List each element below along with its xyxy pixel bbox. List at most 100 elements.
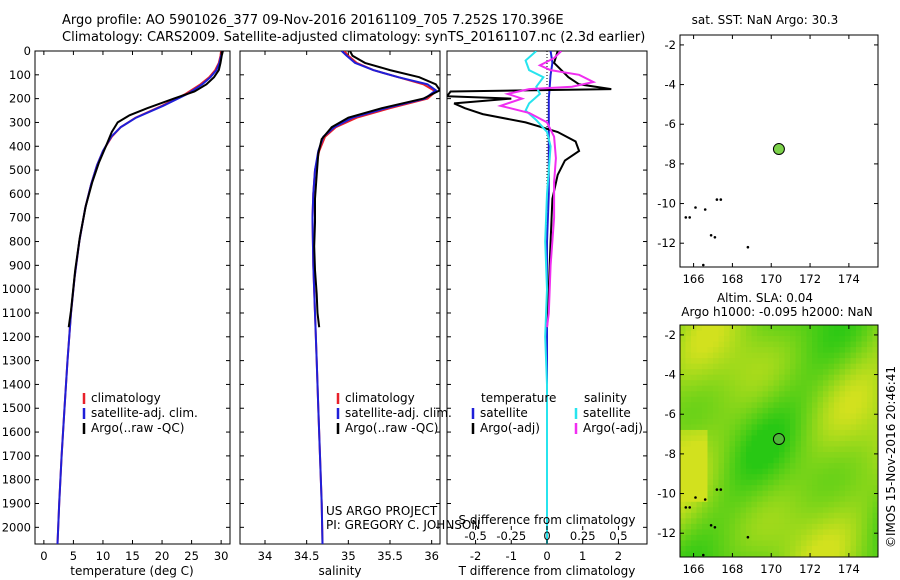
heatmap-cell (746, 374, 753, 381)
heatmap-cell (685, 325, 692, 332)
island-mark (703, 498, 707, 501)
heatmap-cell (856, 363, 863, 370)
heatmap-cell (713, 501, 720, 508)
heatmap-cell (806, 424, 813, 431)
heatmap-cell (718, 391, 725, 398)
heatmap-cell (795, 507, 802, 514)
heatmap-cell (685, 457, 692, 464)
heatmap-cell (696, 501, 703, 508)
heatmap-cell (718, 402, 725, 409)
heatmap-cell (801, 352, 808, 359)
map-x-tick-label: 174 (838, 562, 860, 576)
heatmap-cell (867, 441, 874, 448)
heatmap-cell (735, 363, 742, 370)
heatmap-cell (850, 429, 857, 437)
heatmap-cell (839, 435, 846, 442)
heatmap-cell (850, 435, 857, 442)
x-tick-label: 5 (70, 549, 77, 563)
heatmap-cell (729, 402, 736, 409)
heatmap-cell (779, 424, 786, 431)
heatmap-cell (685, 551, 692, 557)
heatmap-cell (867, 523, 874, 530)
heatmap-cell (685, 518, 692, 525)
heatmap-cell (751, 347, 758, 354)
heatmap-cell (801, 358, 808, 365)
heatmap-cell (839, 518, 846, 525)
heatmap-cell (707, 501, 714, 508)
heatmap-cell (850, 358, 857, 365)
salinity-axes-frame (239, 50, 441, 545)
heatmap-cell (817, 485, 824, 492)
argo-position-marker (772, 143, 785, 156)
heatmap-cell (757, 352, 764, 359)
heatmap-cell (691, 385, 698, 392)
difference-xlabel-top: S difference from climatology (459, 513, 636, 527)
heatmap-cell (850, 501, 857, 508)
heatmap-cell (718, 490, 725, 497)
heatmap-cell (773, 468, 780, 475)
heatmap-cell (850, 518, 857, 525)
heatmap-cell (845, 385, 852, 392)
heatmap-cell (801, 468, 808, 475)
heatmap-cell (713, 452, 720, 459)
heatmap-cell (806, 479, 813, 486)
heatmap-cell (817, 429, 824, 437)
heatmap-cell (713, 512, 720, 519)
heatmap-cell (724, 336, 731, 343)
heatmap-cell (746, 396, 753, 403)
heatmap-cell (834, 413, 841, 420)
heatmap-cell (817, 407, 824, 414)
heatmap-cell (806, 352, 813, 359)
heatmap-cell (823, 435, 830, 442)
heatmap-cell (729, 380, 736, 387)
x-tick-label: 10 (96, 549, 111, 563)
salinity-xlabel: salinity (318, 564, 361, 578)
heatmap-cell (713, 369, 720, 376)
heatmap-cell (691, 518, 698, 525)
heatmap-cell (757, 413, 764, 420)
heatmap-cell (702, 457, 709, 464)
legend-label: climatology (345, 391, 415, 405)
heatmap-cell (751, 512, 758, 519)
heatmap-cell (685, 330, 692, 337)
heatmap-cell (691, 435, 698, 442)
heatmap-cell (856, 490, 863, 497)
heatmap-cell (823, 358, 830, 365)
heatmap-cell (872, 540, 878, 547)
heatmap-cell (850, 485, 857, 492)
heatmap-cell (856, 474, 863, 481)
heatmap-cell (801, 402, 808, 409)
heatmap-cell (751, 396, 758, 403)
heatmap-cell (746, 545, 753, 553)
heatmap-cell (729, 446, 736, 453)
heatmap-cell (718, 407, 725, 414)
heatmap-cell (707, 429, 714, 437)
top-x-tick-label: 0.5 (609, 529, 627, 543)
heatmap-cell (867, 496, 874, 503)
heatmap-cell (707, 418, 714, 426)
heatmap-cell (779, 402, 786, 409)
heatmap-cell (740, 551, 747, 557)
map-y-tick-label: -4 (665, 78, 676, 92)
top-x-tick-label: -0.25 (496, 529, 526, 543)
heatmap-cell (806, 380, 813, 387)
heatmap-cell (823, 529, 830, 536)
heatmap-cell (828, 551, 835, 557)
heatmap-cell (696, 391, 703, 398)
heatmap-cell (784, 391, 791, 398)
heatmap-cell (828, 369, 835, 376)
heatmap-cell (861, 490, 868, 497)
heatmap-cell (735, 490, 742, 497)
heatmap-cell (856, 435, 863, 442)
heatmap-cell (696, 429, 703, 437)
heatmap-cell (713, 540, 720, 547)
heatmap-cell (729, 407, 736, 414)
heatmap-cell (856, 330, 863, 337)
heatmap-cell (773, 352, 780, 359)
y-tick-label: 1200 (2, 330, 31, 344)
heatmap-cell (740, 341, 747, 348)
heatmap-cell (762, 380, 769, 387)
heatmap-cell (729, 391, 736, 398)
heatmap-cell (691, 523, 698, 530)
heatmap-cell (740, 402, 747, 409)
